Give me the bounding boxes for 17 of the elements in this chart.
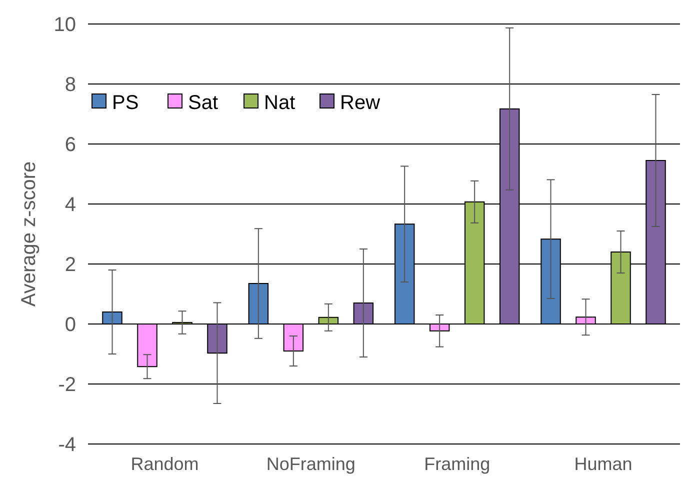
y-tick-label: 0: [64, 314, 76, 336]
y-axis-title: Average z-score: [18, 161, 40, 307]
legend-label: PS: [112, 92, 139, 114]
legend-label: Sat: [188, 92, 218, 114]
x-tick-label: Framing: [424, 454, 490, 474]
y-tick-label: 6: [64, 134, 76, 156]
y-tick-label: 10: [54, 14, 76, 36]
y-tick-label: 2: [64, 254, 76, 276]
y-tick-label: -2: [58, 374, 76, 396]
y-tick-label: 4: [64, 194, 76, 216]
legend-label: Rew: [340, 92, 381, 114]
x-tick-label: Human: [574, 454, 632, 474]
x-tick-label: NoFraming: [266, 454, 356, 474]
y-tick-label: 8: [64, 74, 76, 96]
y-tick-label: -4: [58, 434, 76, 456]
x-tick-label: Random: [130, 454, 199, 474]
legend-label: Nat: [264, 92, 296, 114]
